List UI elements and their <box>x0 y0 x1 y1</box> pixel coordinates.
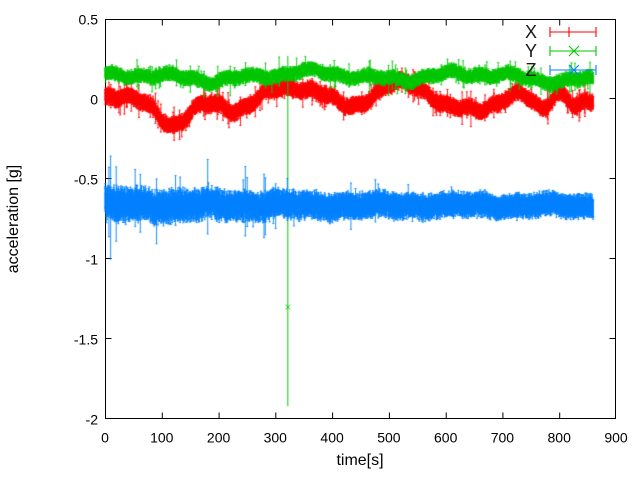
svg-text:900: 900 <box>604 430 628 446</box>
svg-text:-1: -1 <box>86 252 99 268</box>
svg-text:acceleration [g]: acceleration [g] <box>5 165 22 274</box>
svg-text:200: 200 <box>207 430 231 446</box>
svg-text:300: 300 <box>264 430 288 446</box>
svg-text:-0.5: -0.5 <box>74 172 98 188</box>
svg-text:400: 400 <box>320 430 344 446</box>
svg-text:-1.5: -1.5 <box>74 332 98 348</box>
svg-text:600: 600 <box>434 430 458 446</box>
svg-text:Y: Y <box>525 41 537 61</box>
svg-text:time[s]: time[s] <box>336 452 383 469</box>
svg-text:800: 800 <box>548 430 572 446</box>
svg-text:0.5: 0.5 <box>79 12 99 28</box>
svg-text:0: 0 <box>90 92 98 108</box>
svg-text:Z: Z <box>526 60 537 80</box>
svg-text:X: X <box>525 22 537 42</box>
svg-text:100: 100 <box>150 430 174 446</box>
svg-text:0: 0 <box>101 430 109 446</box>
svg-text:700: 700 <box>491 430 515 446</box>
svg-text:-2: -2 <box>86 412 99 428</box>
svg-text:500: 500 <box>377 430 401 446</box>
